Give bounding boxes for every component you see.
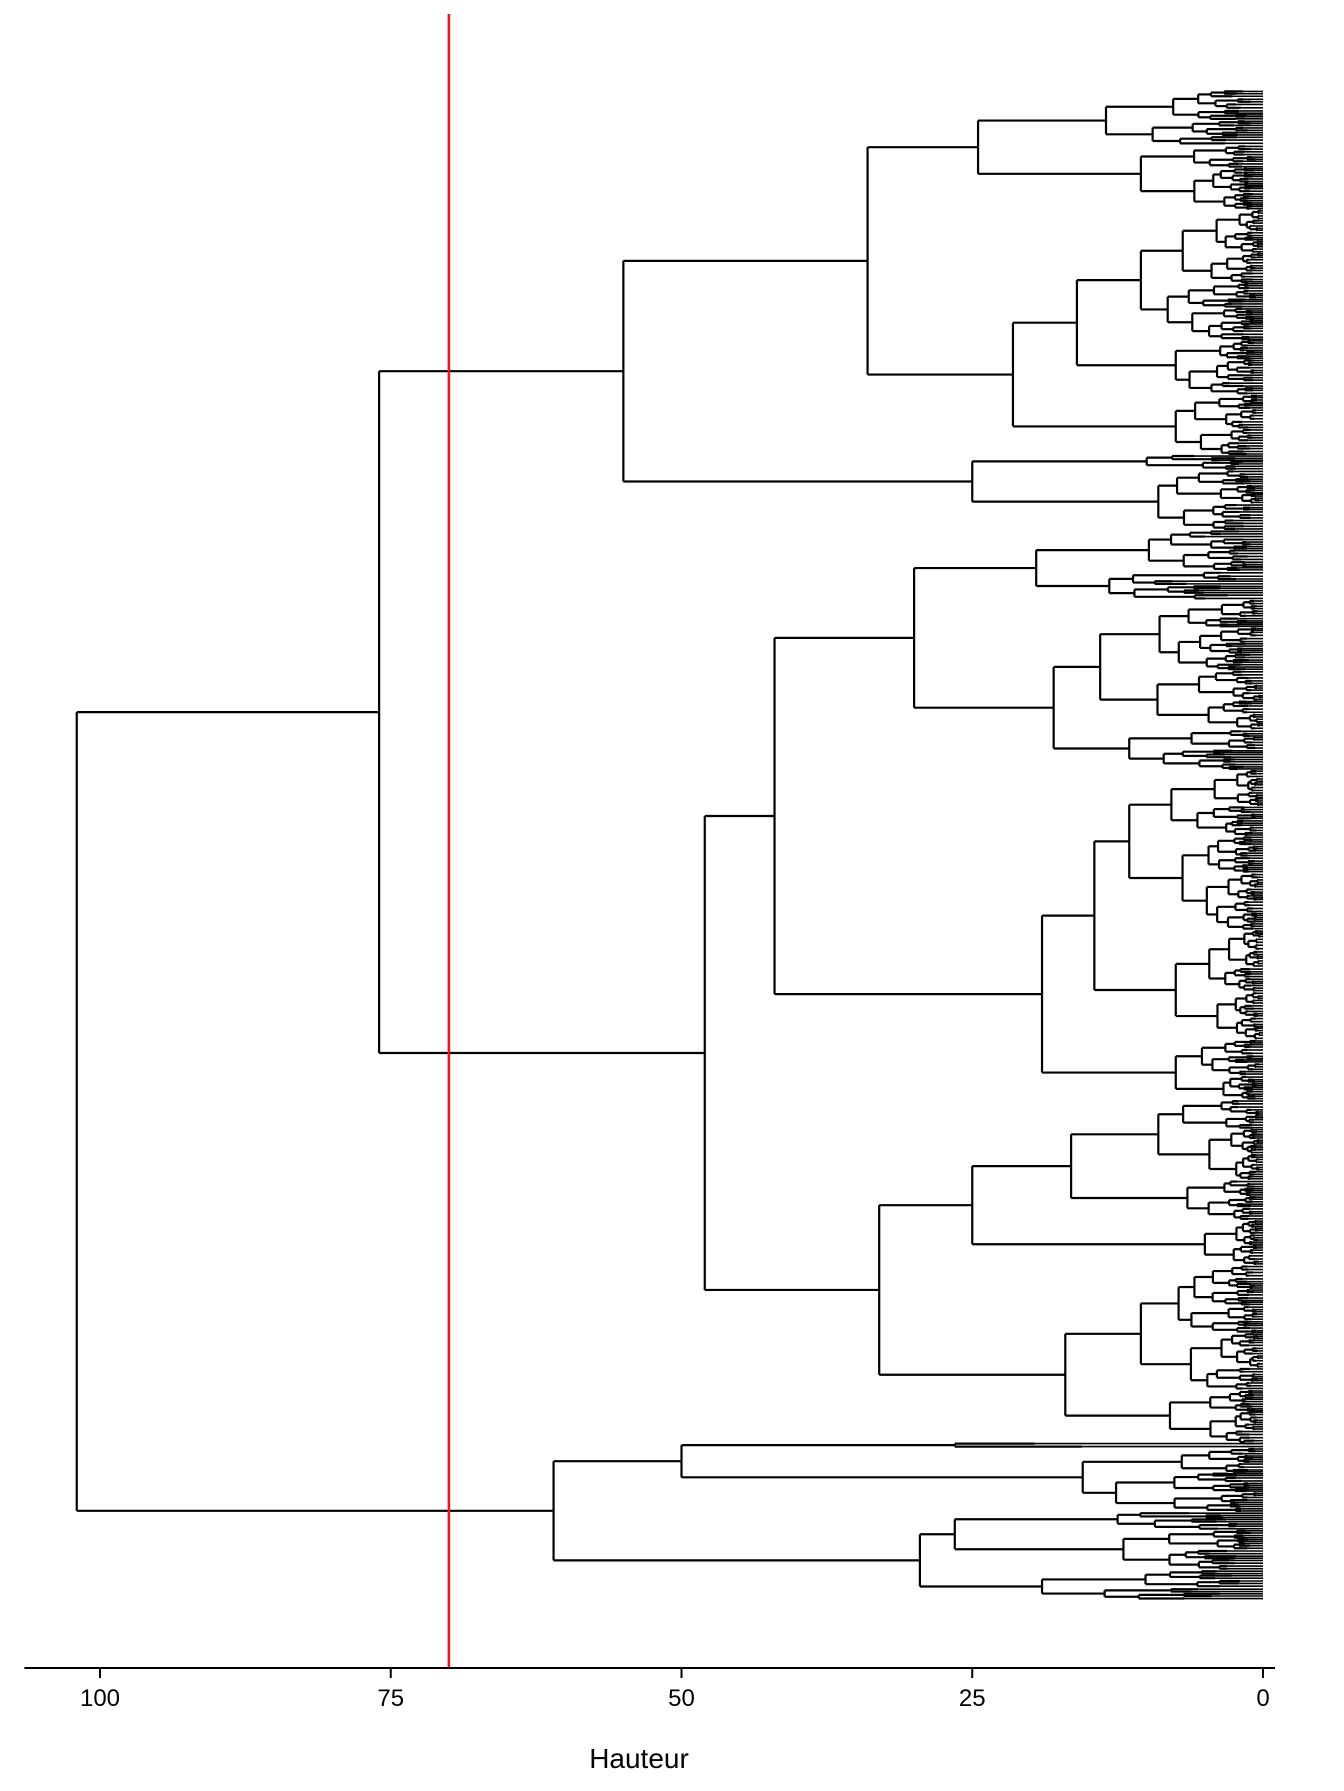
- x-axis-title: Hauteur: [589, 1743, 689, 1774]
- x-tick-label: 50: [668, 1685, 695, 1712]
- x-tick-label: 0: [1256, 1685, 1269, 1712]
- x-tick-label: 25: [959, 1685, 986, 1712]
- x-tick-label: 100: [80, 1685, 120, 1712]
- x-axis: 100 75 50 25 0: [24, 1667, 1275, 1712]
- x-tick-label: 75: [377, 1685, 404, 1712]
- dendrogram-tree: [75, 90, 1263, 1600]
